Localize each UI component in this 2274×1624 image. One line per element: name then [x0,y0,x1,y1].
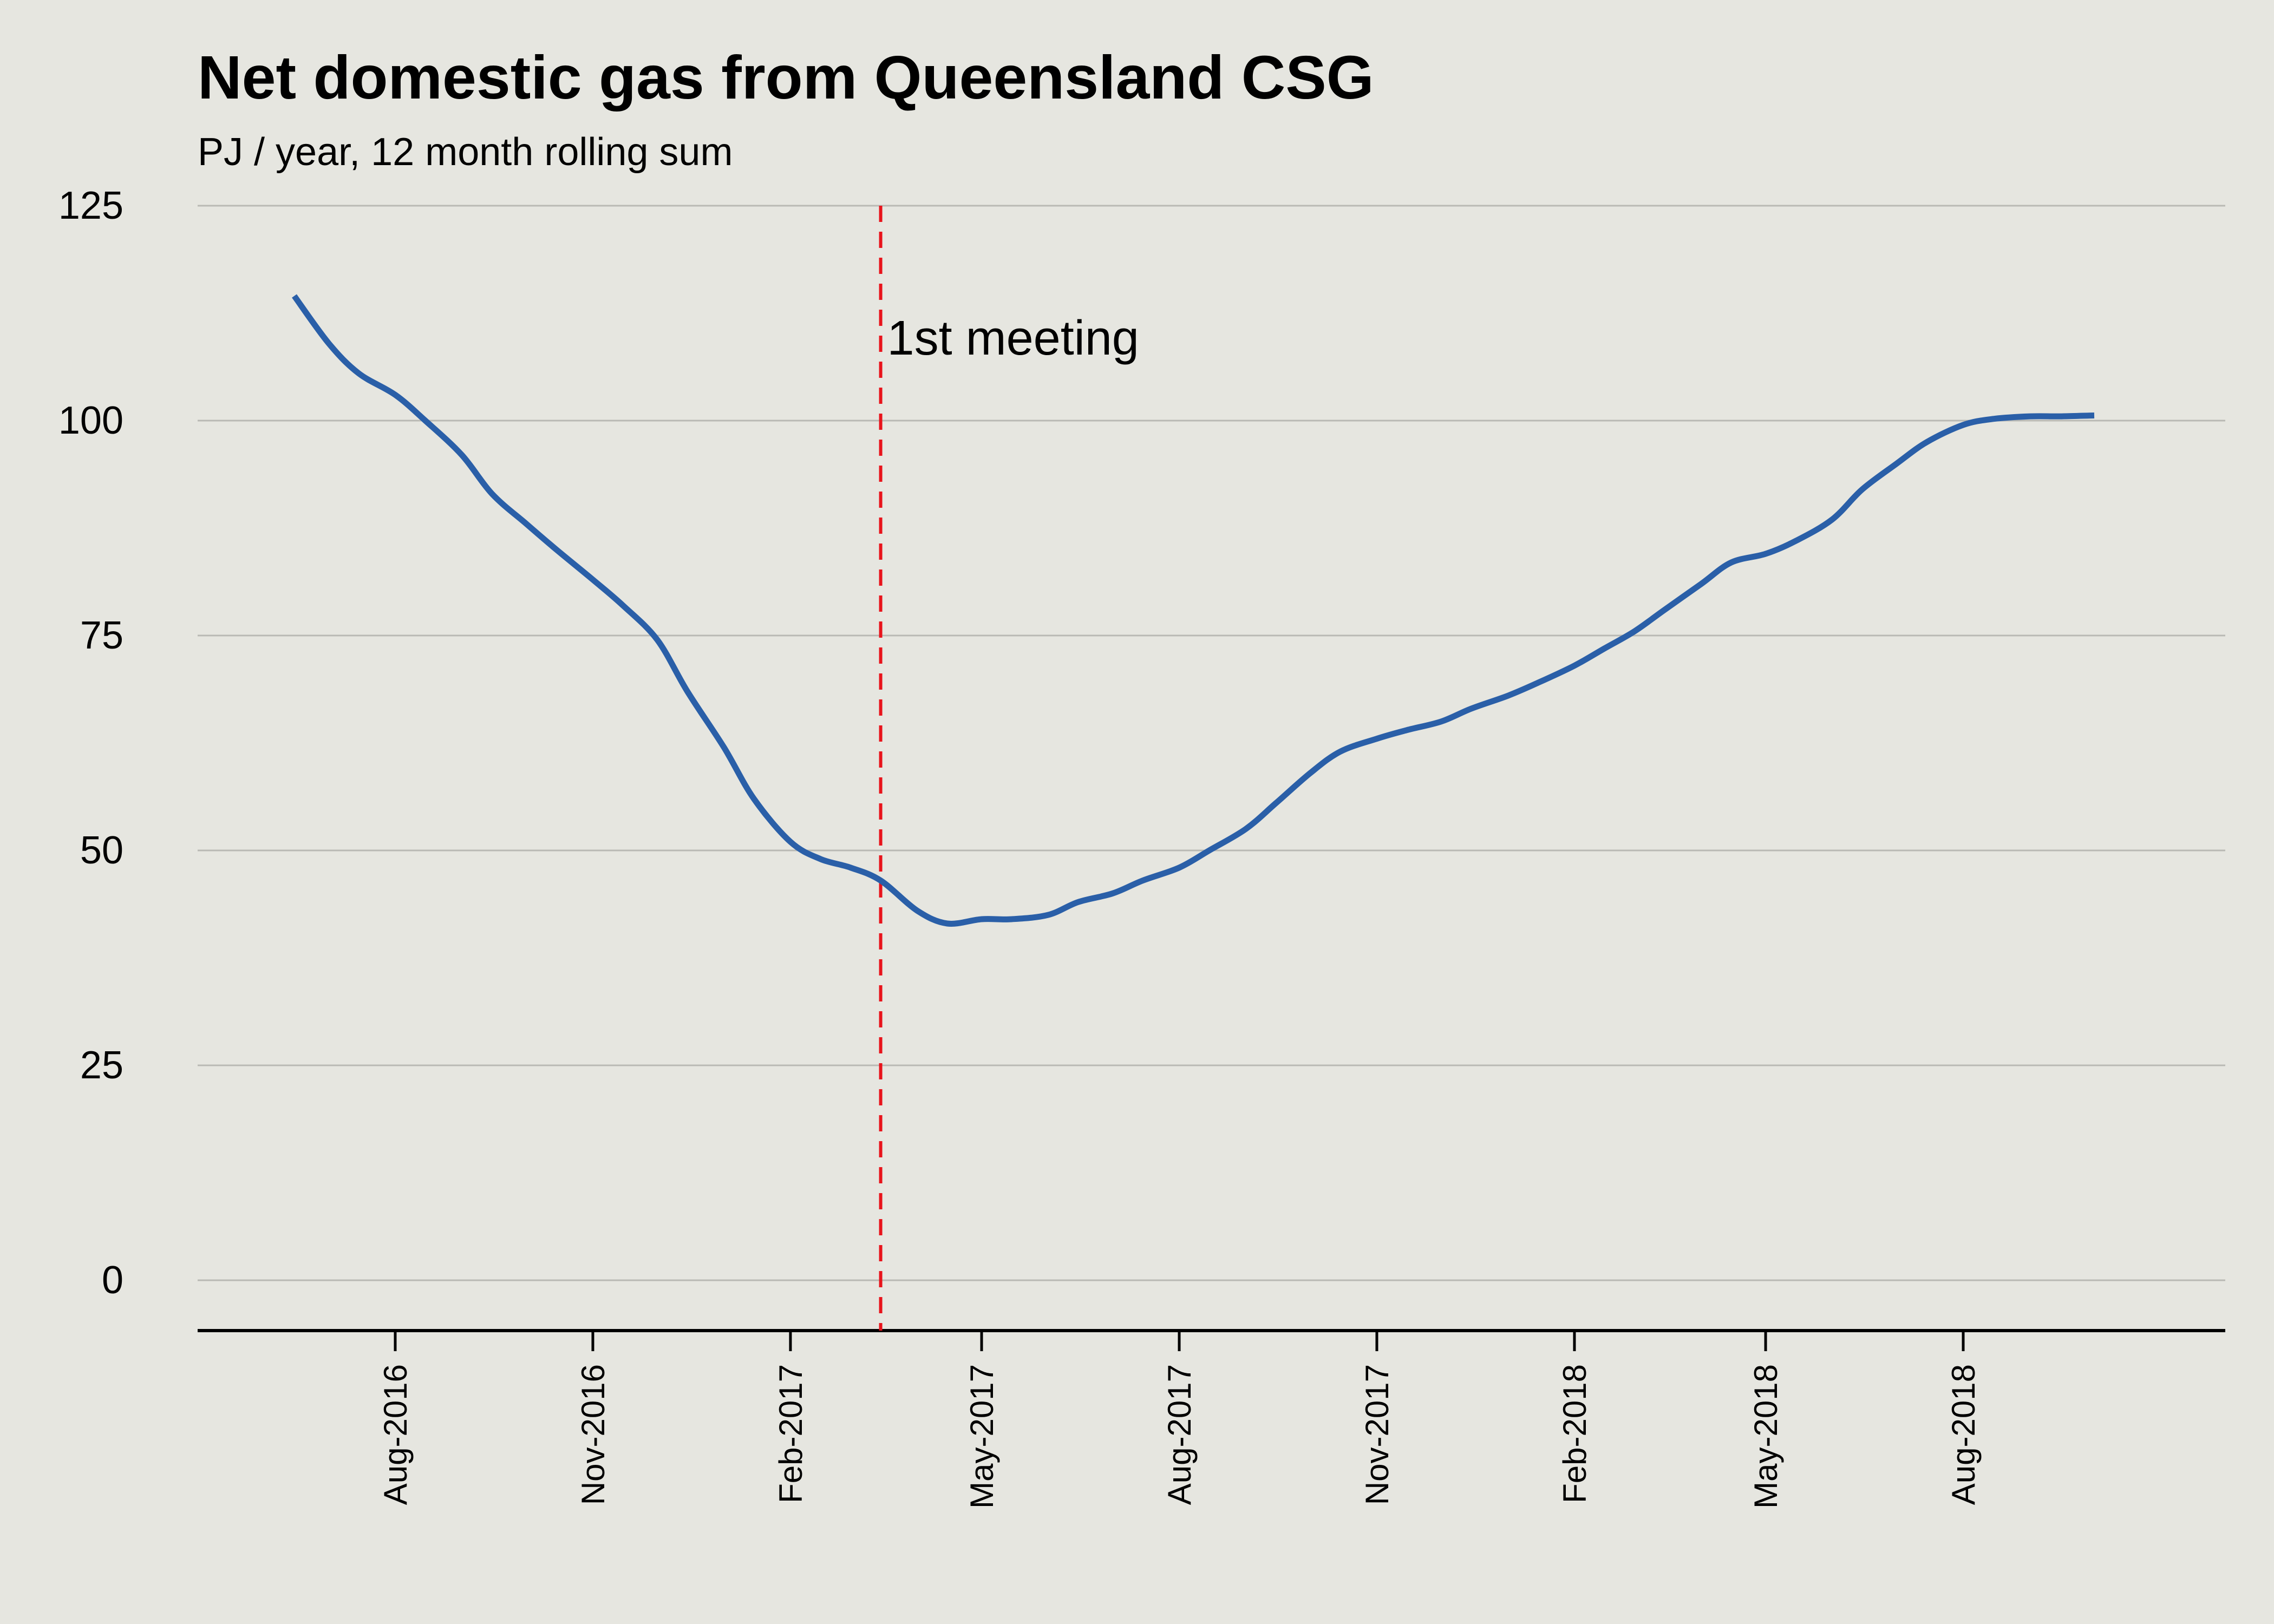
x-tick-label: Nov-2016 [575,1364,611,1505]
x-tick-label: Feb-2017 [773,1364,809,1503]
x-tick-label: May-2017 [964,1364,1000,1509]
y-tick-label: 0 [102,1259,123,1302]
annotation-layer: 1st meeting [879,206,1139,1331]
annotation-label: 1st meeting [887,311,1139,365]
series-layer [292,294,2095,927]
chart-subtitle: PJ / year, 12 month rolling sum [198,130,733,174]
chart-title: Net domestic gas from Queensland CSG [198,43,1374,112]
y-tick-label: 75 [80,614,123,657]
x-tick-label: Aug-2018 [1945,1364,1982,1505]
gridlines [198,205,2225,1281]
x-tick-label: Aug-2016 [377,1364,414,1505]
y-tick-label: 125 [58,184,123,227]
series-line-0 [292,294,2095,927]
x-tick-label: Nov-2017 [1359,1364,1395,1505]
x-tick-label: Aug-2017 [1161,1364,1198,1505]
y-axis-ticks: 0 25 50 75 100 125 [58,184,123,1302]
x-axis-ticks: Aug-2016 Nov-2016 Feb-2017 May-2017 Aug-2017… [377,1331,1982,1509]
y-tick-label: 25 [80,1044,123,1087]
y-tick-label: 100 [58,399,123,442]
x-tick-label: Feb-2018 [1557,1364,1593,1503]
x-tick-label: May-2018 [1748,1364,1784,1509]
y-tick-label: 50 [80,829,123,872]
